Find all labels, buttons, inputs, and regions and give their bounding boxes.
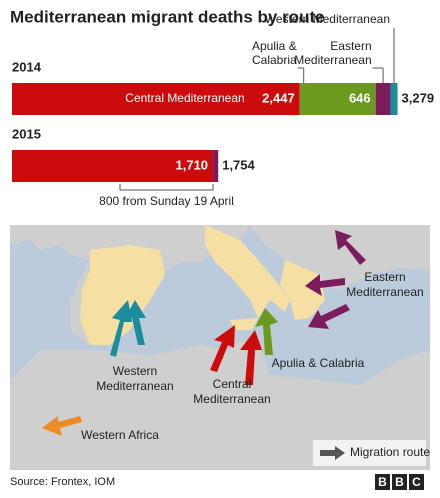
bar-segment (12, 150, 214, 182)
arrow (124, 300, 146, 345)
map-label: Mediterranean (193, 392, 270, 406)
logo-letter: B (395, 475, 404, 489)
logo-box (409, 474, 424, 490)
value-label: 2,447 (262, 90, 295, 105)
land-east (250, 225, 430, 290)
series-label: Eastern Mediterranean (294, 39, 371, 67)
bar-segment (12, 83, 300, 115)
greece (280, 260, 325, 320)
arrow (110, 300, 132, 357)
sicily (230, 318, 258, 330)
year-label: 2014 (12, 59, 42, 74)
series-label: Central Mediterranean (125, 91, 244, 105)
logo-box (375, 474, 390, 490)
total-label: 1,754 (222, 157, 255, 172)
map-label: Mediterranean (96, 379, 173, 393)
total-label: 3,279 (402, 90, 435, 105)
map-label: Western Africa (81, 428, 159, 442)
legend-arrow (320, 446, 345, 460)
annotation-bracket (119, 184, 214, 191)
italy (205, 225, 290, 318)
spain (80, 245, 165, 345)
arrow (305, 274, 345, 296)
arrow (42, 416, 82, 436)
bar-segment (299, 83, 376, 115)
map-label: Western (113, 364, 157, 378)
logo-letter: C (412, 475, 421, 489)
arrow (240, 330, 262, 385)
logo-box (392, 474, 407, 490)
arrow (308, 304, 350, 329)
bar-segment (375, 83, 391, 115)
arrow (255, 308, 278, 355)
logo-letter: B (378, 475, 387, 489)
legend-label: Migration route (350, 445, 430, 459)
value-label: 646 (349, 90, 371, 105)
map-label: Central (213, 377, 252, 391)
source: Source: Frontex, IOM (10, 476, 115, 488)
logo: B B C (375, 474, 424, 490)
bar-segment (390, 83, 398, 115)
arrow (210, 325, 235, 372)
africa (10, 340, 430, 470)
map-label: Apulia & Calabria (272, 356, 365, 370)
map-label: Eastern (364, 270, 405, 284)
series-label: Western Mediterranean (265, 12, 390, 26)
series-label: Apulia & Calabria (252, 39, 297, 67)
map-label: Mediterranean (346, 285, 423, 299)
arrow (335, 230, 366, 265)
chart-title: Mediterranean migrant deaths by route (10, 7, 325, 26)
year-label: 2015 (12, 126, 41, 141)
map: Migration route (10, 225, 430, 470)
bar-segment (213, 150, 219, 182)
annotation: 800 from Sunday 19 April (99, 194, 234, 208)
value-label: 1,710 (176, 157, 209, 172)
